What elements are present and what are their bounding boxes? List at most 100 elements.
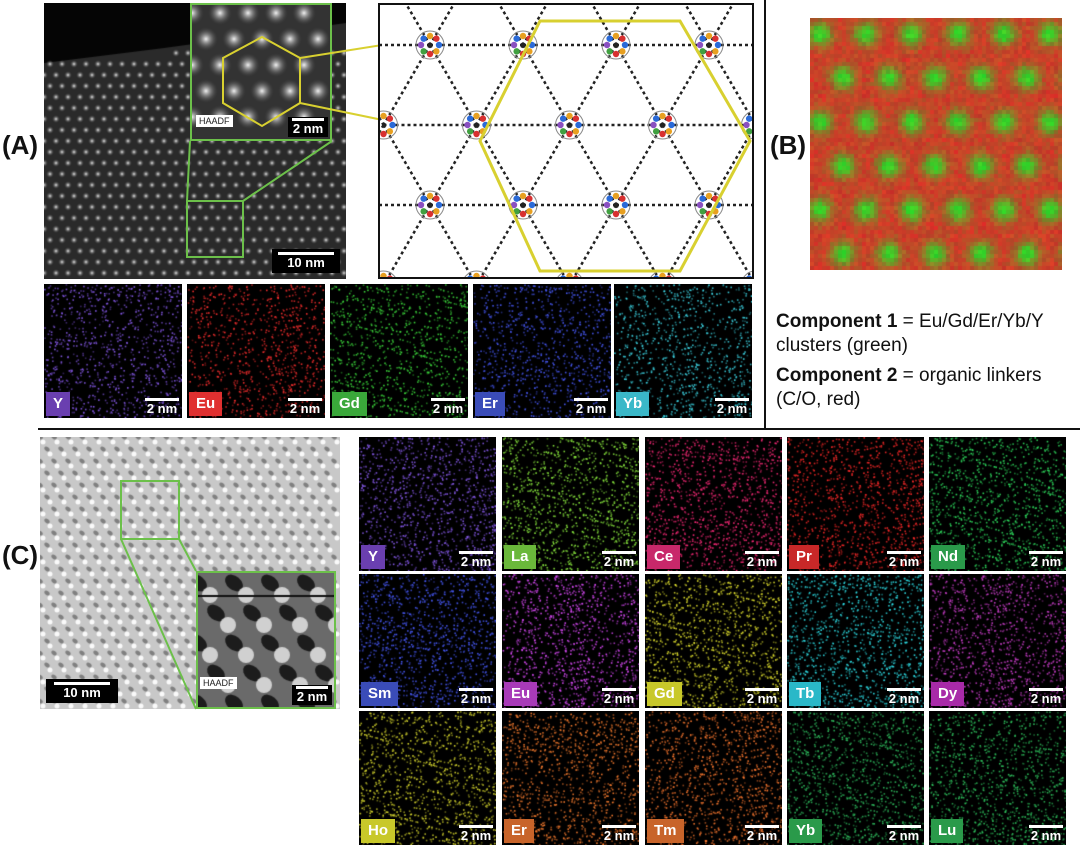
scale-bar-text: 2 nm [716, 401, 748, 416]
element-label: Lu [931, 819, 964, 843]
cluster-node [415, 190, 445, 220]
unit-cell-hexagon [478, 19, 752, 273]
scale-bar-text: 2 nm [746, 554, 778, 569]
c-map-pr: Pr 2 nm [787, 437, 924, 571]
a-map-y: Y 2 nm [44, 284, 182, 418]
cluster-node [508, 30, 538, 60]
scale-bar: 2 nm [602, 551, 636, 569]
linker [380, 276, 381, 277]
element-label: Er [475, 392, 505, 416]
scale-bar-text: 2 nm [460, 828, 492, 843]
legend-text: = organic linkers [897, 365, 1042, 386]
c-map-ho: Ho 2 nm [359, 711, 496, 845]
legend-name: Component 1 [776, 311, 898, 332]
scale-bar: 2 nm [602, 688, 636, 706]
scale-bar-text: 2 nm [1030, 691, 1062, 706]
scale-bar: 2 nm [574, 398, 608, 416]
linker [521, 204, 567, 277]
a-map-yb: Yb 2 nm [614, 284, 752, 418]
element-label: Sm [361, 682, 399, 706]
cluster-node [380, 270, 396, 277]
element-label: Yb [789, 819, 823, 843]
a-map-eu: Eu 2 nm [187, 284, 325, 418]
c-map-tm: Tm 2 nm [645, 711, 782, 845]
scale-bar: 2 nm [1029, 688, 1063, 706]
scale-bar: 2 nm [745, 688, 779, 706]
element-label: Ho [361, 819, 395, 843]
scale-bar-c-main: 10 nm [46, 679, 118, 703]
scale-bar: 2 nm [745, 825, 779, 843]
c-map-er: Er 2 nm [502, 711, 639, 845]
element-label: La [504, 545, 536, 569]
cluster-node [741, 110, 752, 140]
element-label: Pr [789, 545, 819, 569]
structure-model-svg [380, 5, 752, 277]
vertical-divider [764, 0, 766, 428]
element-label: Er [504, 819, 534, 843]
cluster-node [464, 270, 489, 277]
component-map-canvas [810, 18, 1062, 270]
scale-bar: 2 nm [459, 825, 493, 843]
scale-bar-text: 2 nm [888, 554, 920, 569]
element-label: Yb [616, 392, 650, 416]
scale-bar-text: 2 nm [746, 691, 778, 706]
legend-text: = Eu/Gd/Er/Yb/Y [897, 311, 1044, 332]
panel-label-a: (A) [2, 130, 39, 160]
c-map-ce: Ce 2 nm [645, 437, 782, 571]
scale-bar: 2 nm [887, 825, 921, 843]
structure-model [378, 3, 754, 279]
element-label: Dy [931, 682, 965, 706]
cluster-node [694, 30, 724, 60]
panel-label-b: (B) [770, 130, 807, 160]
scale-bar-text: 2 nm [460, 691, 492, 706]
element-label: Eu [189, 392, 223, 416]
panel-label-c: (C) [2, 540, 39, 570]
cluster-node [380, 110, 398, 140]
cluster-node [601, 190, 631, 220]
zoom-box [120, 480, 180, 540]
element-label: Gd [647, 682, 682, 706]
c-map-y: Y 2 nm [359, 437, 496, 571]
legend-text-2: clusters (green) [776, 335, 908, 356]
zoom-connector [242, 140, 333, 202]
scale-bar-text: 2 nm [603, 828, 635, 843]
panel-b-component-map [810, 18, 1062, 270]
scale-bar-a-main: 10 nm [272, 249, 340, 273]
panel-a-inset: HAADF 2 nm [190, 3, 332, 141]
element-label: Y [46, 392, 71, 416]
element-label: Tm [647, 819, 684, 843]
legend-component-1: Component 1 = Eu/Gd/Er/Yb/Y clusters (gr… [776, 310, 1076, 358]
scale-bar: 2 nm [288, 398, 322, 416]
element-label: Y [361, 545, 386, 569]
scale-bar: 2 nm [887, 688, 921, 706]
c-map-gd: Gd 2 nm [645, 574, 782, 708]
legend-text-2: (C/O, red) [776, 389, 861, 410]
cluster-node [648, 110, 677, 140]
c-map-yb: Yb 2 nm [787, 711, 924, 845]
scale-bar-text: 2 nm [289, 401, 321, 416]
scale-bar: 2 nm [145, 398, 179, 416]
scale-bar: 2 nm [602, 825, 636, 843]
cluster-node [415, 30, 445, 60]
linker [665, 204, 711, 277]
scale-bar-text: 2 nm [575, 401, 607, 416]
linker [572, 204, 618, 277]
scale-bar-text: 2 nm [603, 691, 635, 706]
linker [707, 204, 752, 277]
scale-bar-text: 2 nm [746, 828, 778, 843]
scale-bar-text: 2 nm [432, 401, 464, 416]
scale-bar-text: 2 nm [888, 828, 920, 843]
element-label: Nd [931, 545, 965, 569]
linker [380, 5, 384, 45]
scale-bar: 2 nm [459, 688, 493, 706]
scale-bar-line [54, 682, 110, 685]
element-label: Ce [647, 545, 681, 569]
linker [428, 204, 474, 277]
haadf-label: HAADF [196, 115, 233, 127]
scale-bar: 2 nm [715, 398, 749, 416]
cluster-node [743, 270, 752, 277]
scale-bar-text: 2 nm [1030, 554, 1062, 569]
zoom-connector [186, 140, 191, 202]
a-map-gd: Gd 2 nm [330, 284, 468, 418]
c-map-lu: Lu 2 nm [929, 711, 1066, 845]
